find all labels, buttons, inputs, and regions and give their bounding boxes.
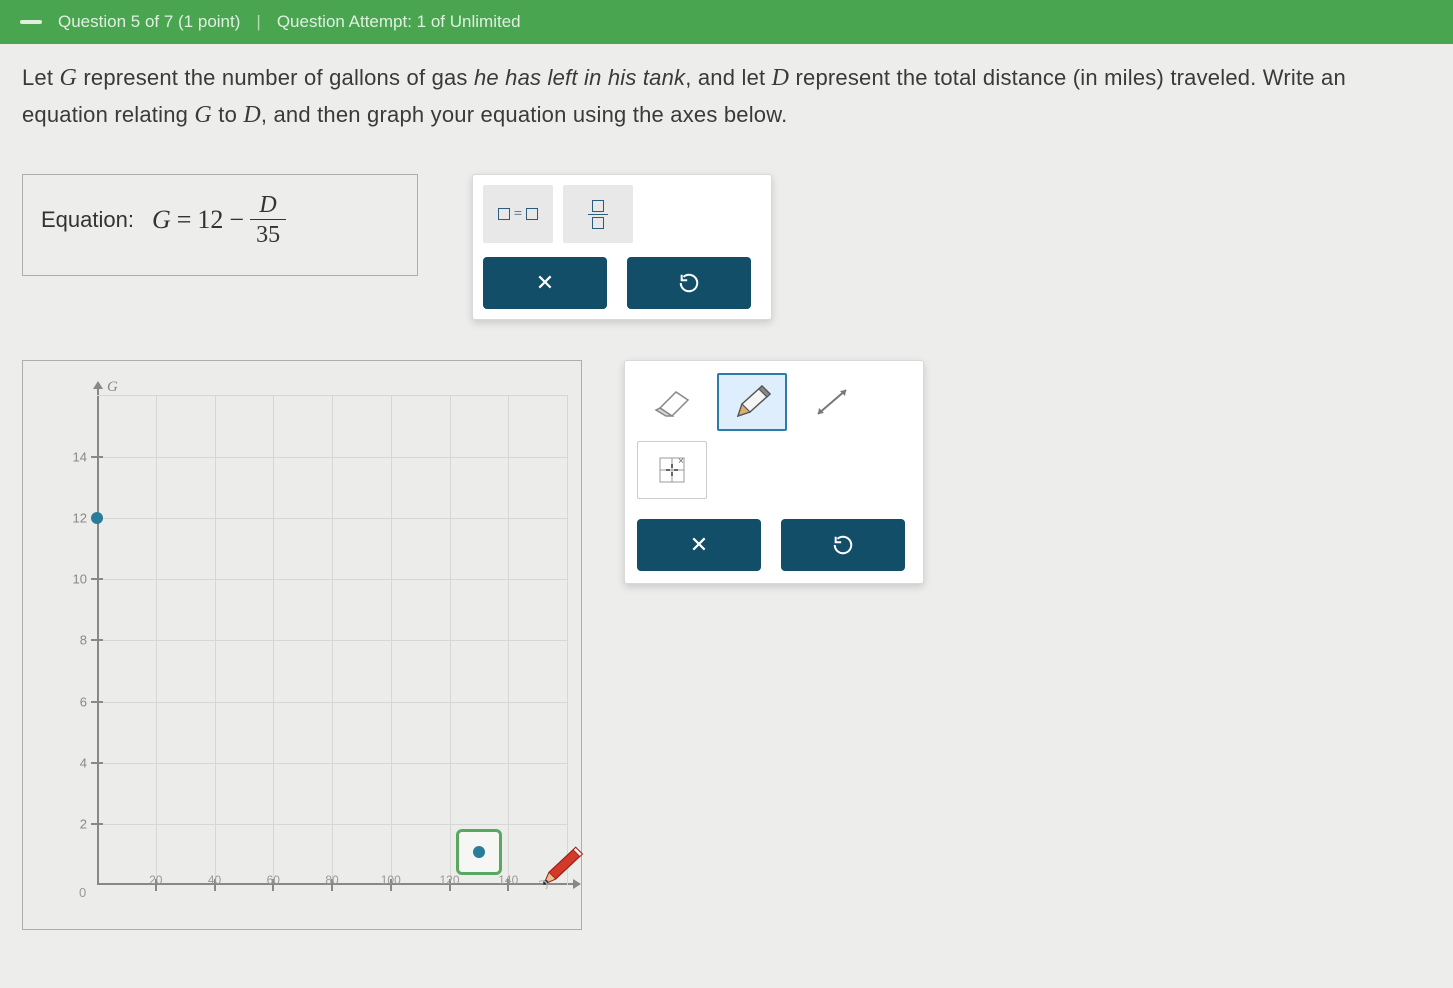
var-G: G bbox=[194, 102, 212, 128]
eq-lhs: G bbox=[152, 205, 171, 235]
clear-button[interactable]: ✕ bbox=[483, 257, 607, 309]
eq-frac-den: 35 bbox=[250, 219, 286, 247]
gridline-h bbox=[97, 518, 567, 519]
eq-minus: − bbox=[229, 205, 244, 235]
y-tick bbox=[91, 578, 103, 580]
line-tool-button[interactable] bbox=[797, 373, 867, 431]
plotted-point[interactable] bbox=[91, 512, 103, 524]
var-D: D bbox=[243, 102, 261, 128]
var-D: D bbox=[772, 65, 790, 91]
active-point-cursor[interactable] bbox=[456, 829, 502, 875]
x-tick-label: 40 bbox=[208, 873, 221, 887]
prompt-text: to bbox=[212, 102, 243, 127]
graph-reset-button[interactable] bbox=[781, 519, 905, 571]
gridline-v bbox=[567, 395, 568, 885]
eq-frac-num: D bbox=[255, 193, 280, 219]
gridline-h bbox=[97, 763, 567, 764]
equation-toolbar: = ✕ bbox=[472, 174, 772, 320]
reset-button[interactable] bbox=[627, 257, 751, 309]
x-tick-label: 80 bbox=[325, 873, 338, 887]
y-tick bbox=[91, 639, 103, 641]
close-icon: ✕ bbox=[690, 532, 708, 558]
equation-input-box[interactable]: Equation: G = 12 − D 35 bbox=[22, 174, 418, 276]
y-tick-label: 14 bbox=[61, 449, 87, 464]
eraser-icon bbox=[650, 386, 694, 418]
x-tick-label: 60 bbox=[267, 873, 280, 887]
prompt-italic: he has left in his tank bbox=[474, 65, 685, 90]
prompt-text: , and let bbox=[685, 65, 771, 90]
y-tick-label: 6 bbox=[61, 694, 87, 709]
x-tick-label: 140 bbox=[498, 873, 518, 887]
eraser-tool-button[interactable] bbox=[637, 373, 707, 431]
gridline-h bbox=[97, 640, 567, 641]
x-tick-label: 100 bbox=[381, 873, 401, 887]
svg-text:×: × bbox=[678, 456, 684, 467]
separator: | bbox=[256, 12, 260, 32]
insert-equation-button[interactable]: = bbox=[483, 185, 553, 243]
pencil-icon bbox=[730, 382, 774, 422]
y-tick-label: 8 bbox=[61, 633, 87, 648]
active-point-dot bbox=[473, 846, 485, 858]
gridline-h bbox=[97, 579, 567, 580]
y-axis-var-label: G bbox=[107, 379, 118, 396]
var-G: G bbox=[60, 65, 78, 91]
insert-fraction-button[interactable] bbox=[563, 185, 633, 243]
y-tick bbox=[91, 762, 103, 764]
attempt-label: Question Attempt: 1 of Unlimited bbox=[277, 12, 521, 32]
graph-toolbar: × ✕ bbox=[624, 360, 924, 584]
plot-area[interactable] bbox=[97, 395, 567, 885]
eq-fraction: D 35 bbox=[250, 193, 286, 247]
remove-point-button[interactable]: × bbox=[637, 441, 707, 499]
gridline-h bbox=[97, 702, 567, 703]
remove-point-icon: × bbox=[652, 450, 692, 490]
content-area: Let G represent the number of gallons of… bbox=[0, 44, 1453, 946]
x-tick-label: 20 bbox=[149, 873, 162, 887]
gridline-h bbox=[97, 395, 567, 396]
graph-clear-button[interactable]: ✕ bbox=[637, 519, 761, 571]
y-tick-label: 4 bbox=[61, 755, 87, 770]
equation-label: Equation: bbox=[41, 207, 134, 233]
question-number-label: Question 5 of 7 (1 point) bbox=[58, 12, 240, 32]
pencil-tool-button[interactable] bbox=[717, 373, 787, 431]
eq-equals: = bbox=[177, 205, 192, 235]
undo-icon bbox=[832, 534, 854, 556]
y-tick-label: 12 bbox=[61, 510, 87, 525]
collapse-icon[interactable] bbox=[20, 20, 42, 24]
undo-icon bbox=[678, 272, 700, 294]
prompt-text: Let bbox=[22, 65, 60, 90]
y-tick bbox=[91, 701, 103, 703]
question-header: Question 5 of 7 (1 point) | Question Att… bbox=[0, 0, 1453, 44]
prompt-text: , and then graph your equation using the… bbox=[261, 102, 788, 127]
line-icon bbox=[810, 382, 854, 422]
question-prompt: Let G represent the number of gallons of… bbox=[22, 60, 1431, 134]
prompt-text: represent the number of gallons of gas bbox=[77, 65, 474, 90]
origin-label: 0 bbox=[79, 885, 86, 900]
graph-canvas[interactable]: G 0 2 4 6 8 10 12 14 20 40 60 80 100 120 140 bbox=[22, 360, 582, 930]
y-tick-label: 10 bbox=[61, 572, 87, 587]
y-axis bbox=[97, 385, 99, 885]
eq-const: 12 bbox=[197, 205, 223, 235]
y-tick bbox=[91, 823, 103, 825]
gridline-h bbox=[97, 457, 567, 458]
y-tick-label: 2 bbox=[61, 817, 87, 832]
pencil-cursor-icon bbox=[539, 839, 589, 889]
gridline-h bbox=[97, 824, 567, 825]
x-tick-label: 120 bbox=[439, 873, 459, 887]
y-tick bbox=[91, 456, 103, 458]
close-icon: ✕ bbox=[536, 270, 554, 296]
